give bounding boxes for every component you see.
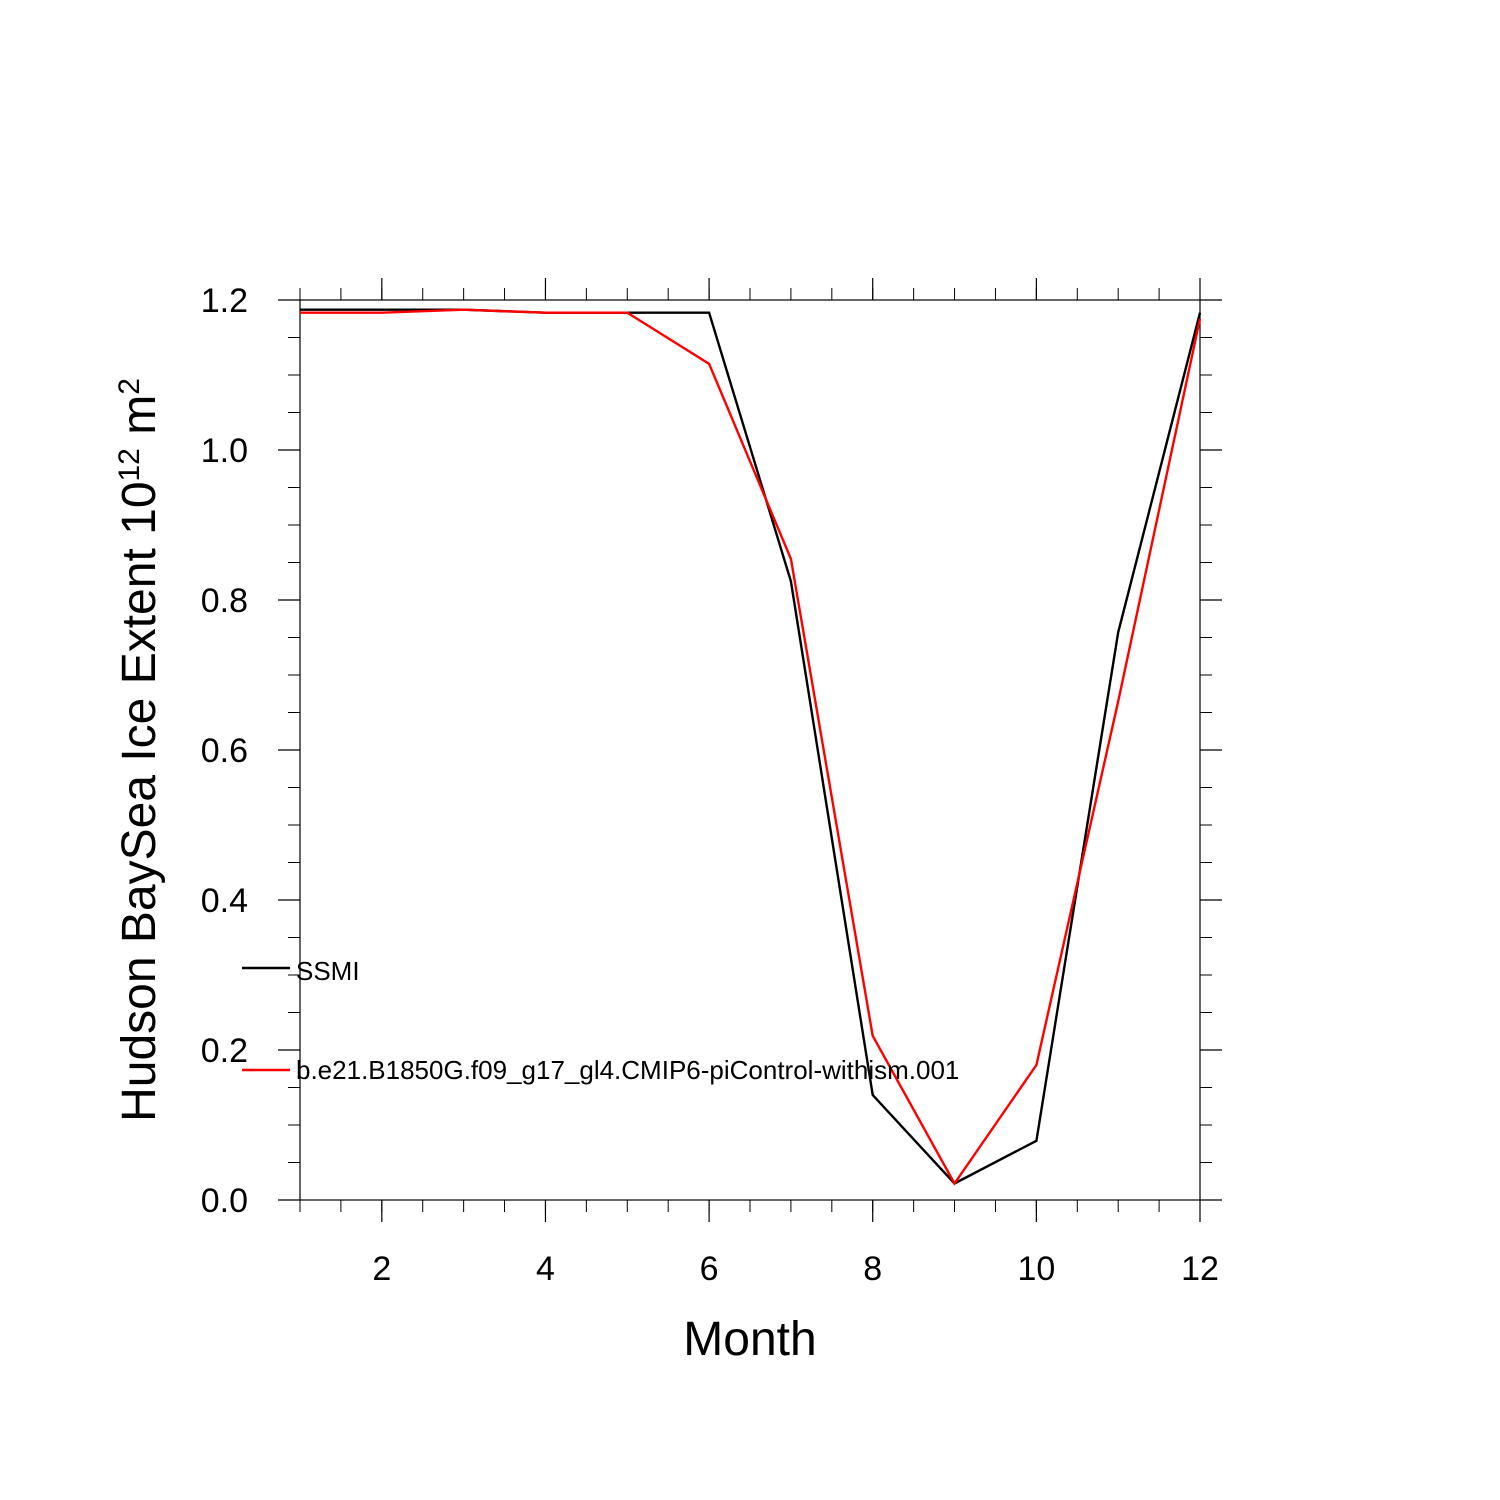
y-axis-title-unit-exponent: 2: [113, 378, 146, 395]
legend-label: SSMI: [296, 956, 360, 986]
x-tick-label: 4: [536, 1250, 555, 1288]
series-line-ssmi: [300, 308, 1202, 1185]
y-tick-label: 1.2: [201, 282, 248, 320]
series-layer: [300, 308, 1202, 1186]
y-axis-title-unit: m: [113, 395, 166, 448]
y-axis-title: Hudson BaySea Ice Extent 1012 m2: [113, 378, 167, 1122]
y-tick-label: 0.0: [201, 1182, 248, 1220]
tick-labels: 2 4 6 8 10 12 0.0 0.2 0.4 0.6 0.8 1.0 1.2: [201, 282, 1219, 1288]
y-tick-label: 1.0: [201, 432, 248, 470]
y-tick-label: 0.4: [201, 882, 248, 920]
x-tick-label: 8: [863, 1250, 882, 1288]
x-tick-label: 6: [700, 1250, 719, 1288]
y-axis-title-exponent: 12: [113, 448, 146, 481]
legend-label: b.e21.B1850G.f09_g17_gl4.CMIP6-piControl…: [296, 1055, 959, 1085]
y-tick-label: 0.6: [201, 732, 248, 770]
legend: SSMI b.e21.B1850G.f09_g17_gl4.CMIP6-piCon…: [242, 956, 959, 1085]
plot-frame: [299, 299, 1201, 1201]
series-line-model: [300, 308, 1202, 1186]
x-axis-title: Month: [683, 1313, 816, 1366]
y-axis-title-main: Hudson BaySea Ice Extent 10: [113, 481, 166, 1121]
y-tick-label: 0.2: [201, 1032, 248, 1070]
x-tick-label: 2: [372, 1250, 391, 1288]
x-tick-label: 12: [1181, 1250, 1219, 1288]
major-ticks: [278, 278, 1222, 1222]
x-tick-label: 10: [1017, 1250, 1055, 1288]
y-tick-label: 0.8: [201, 582, 248, 620]
